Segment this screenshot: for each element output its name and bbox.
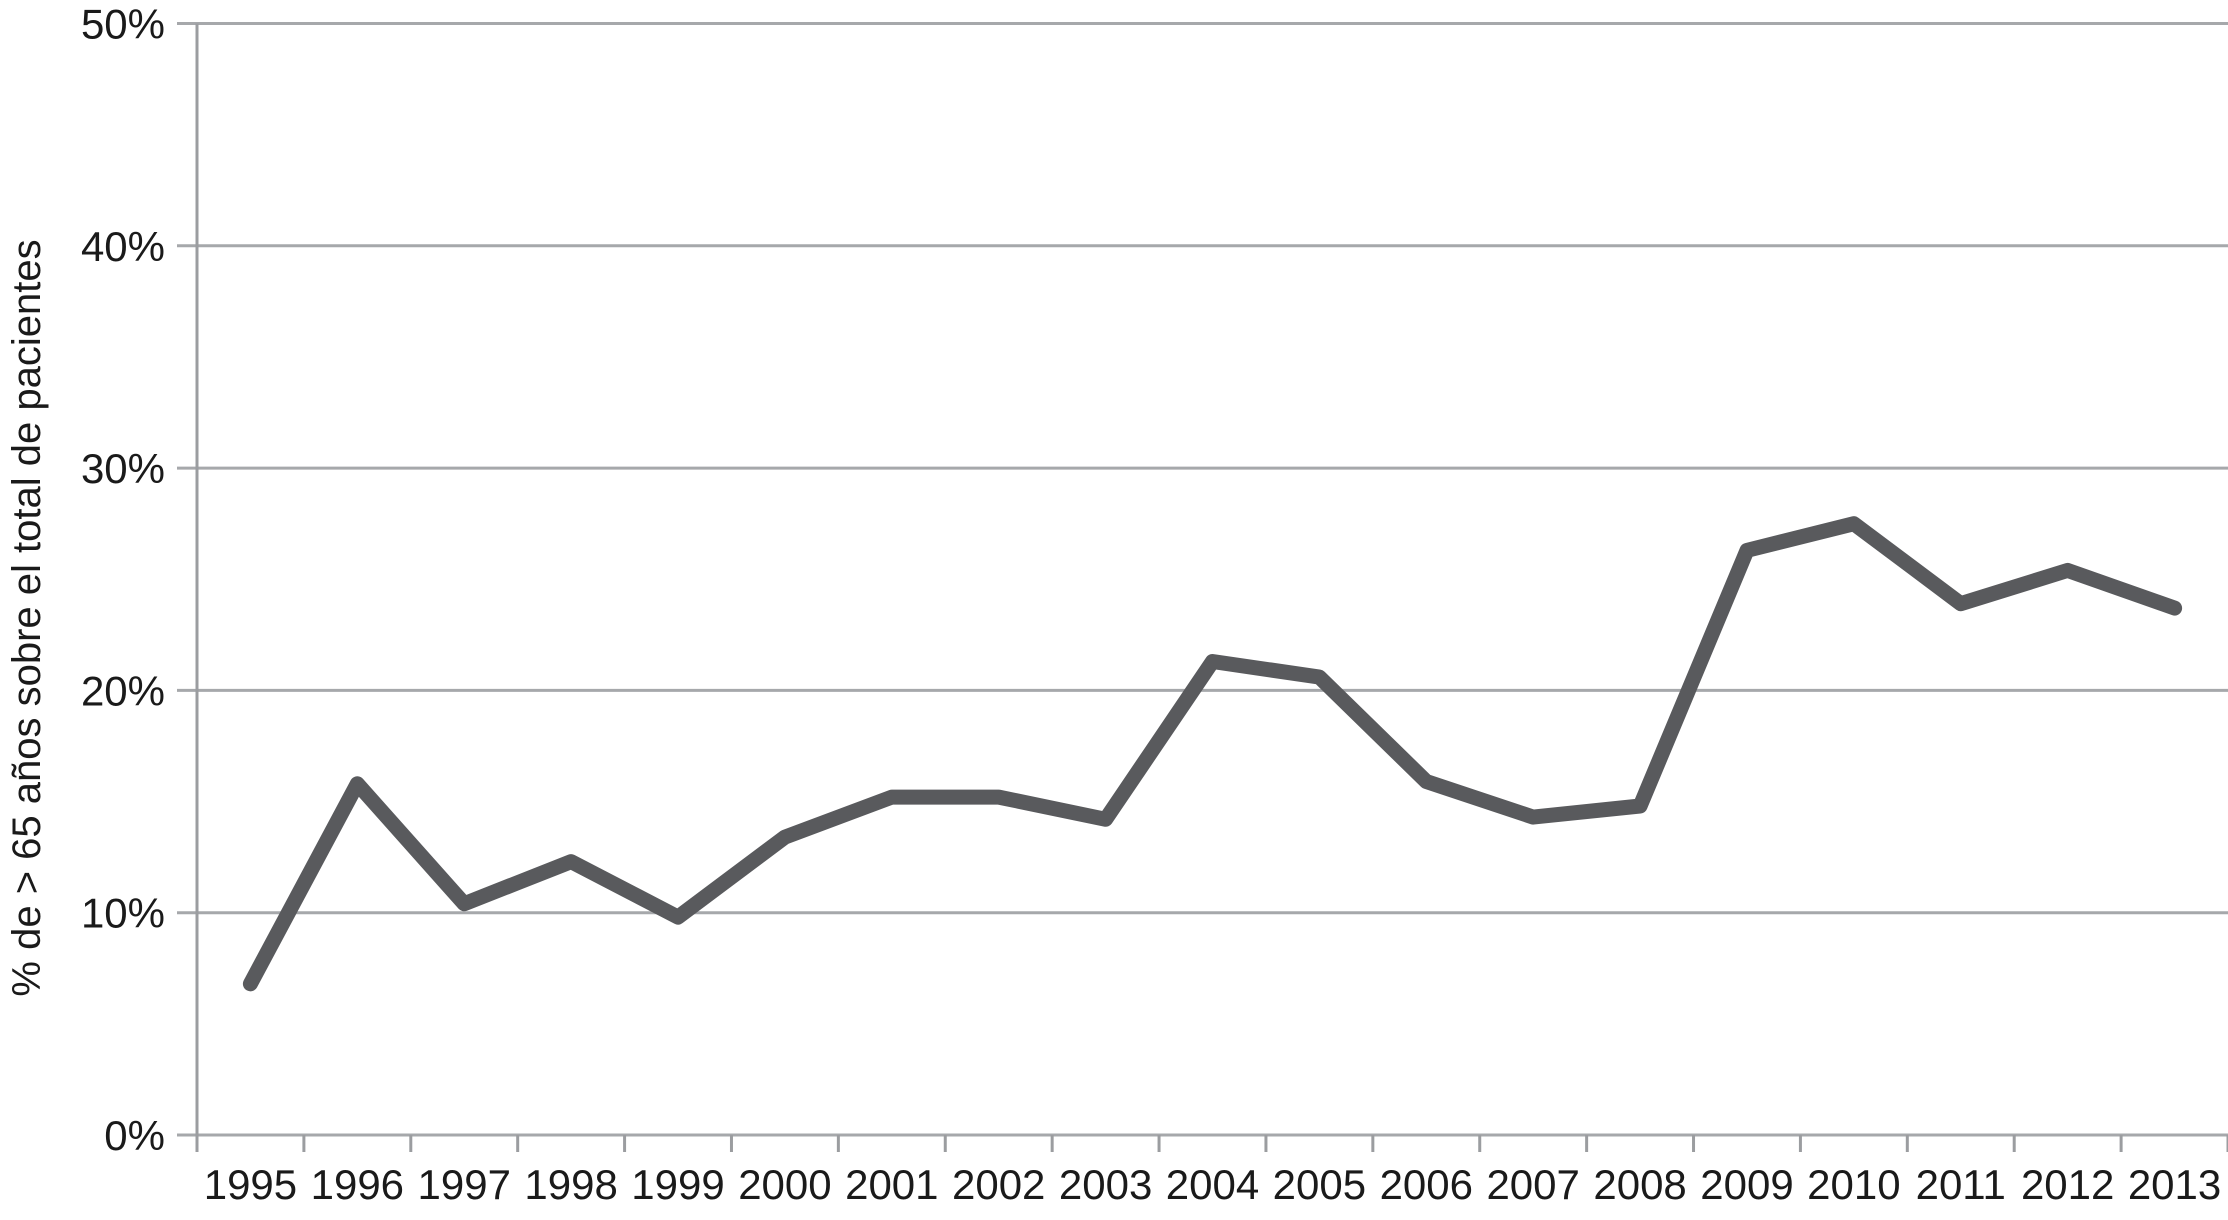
- x-tick-label: 1996: [311, 1161, 404, 1208]
- y-tick-label: 20%: [81, 667, 165, 714]
- x-tick-label: 2001: [845, 1161, 938, 1208]
- x-tick-label: 2011: [1916, 1161, 2006, 1208]
- y-tick-labels: 0% 10% 20% 30% 40% 50%: [81, 1, 165, 1160]
- x-tick-label: 2003: [1059, 1161, 1152, 1208]
- x-tick-label: 2000: [738, 1161, 831, 1208]
- x-tick-label: 2012: [2021, 1161, 2114, 1208]
- x-tick-label: 1999: [631, 1161, 724, 1208]
- x-tick-labels: 1995 1996 1997 1998 1999 2000 2001 2002 2003 2004…: [204, 1161, 2222, 1208]
- gridlines: [177, 22, 2228, 1137]
- y-tick-label: 10%: [81, 890, 165, 937]
- x-axis-ticks: [195, 1135, 2228, 1152]
- y-tick-label: 40%: [81, 223, 165, 270]
- x-tick-label: 2006: [1380, 1161, 1473, 1208]
- x-tick-label: 1998: [524, 1161, 617, 1208]
- x-tick-label: 2002: [952, 1161, 1045, 1208]
- x-tick-label: 2013: [2128, 1161, 2221, 1208]
- x-tick-label: 2008: [1593, 1161, 1686, 1208]
- x-tick-label: 1997: [418, 1161, 511, 1208]
- x-tick-label: 2009: [1700, 1161, 1793, 1208]
- x-tick-label: 2004: [1166, 1161, 1259, 1208]
- x-tick-label: 2007: [1486, 1161, 1579, 1208]
- x-tick-label: 2010: [1807, 1161, 1900, 1208]
- y-axis-title: % de > 65 años sobre el total de pacient…: [5, 239, 49, 996]
- y-tick-label: 50%: [81, 1, 165, 48]
- data-series: [242, 516, 2183, 992]
- x-tick-label: 2005: [1273, 1161, 1366, 1208]
- y-tick-label: 30%: [81, 445, 165, 492]
- y-tick-label: 0%: [104, 1112, 165, 1159]
- data-line: [242, 516, 2183, 992]
- x-tick-label: 1995: [204, 1161, 297, 1208]
